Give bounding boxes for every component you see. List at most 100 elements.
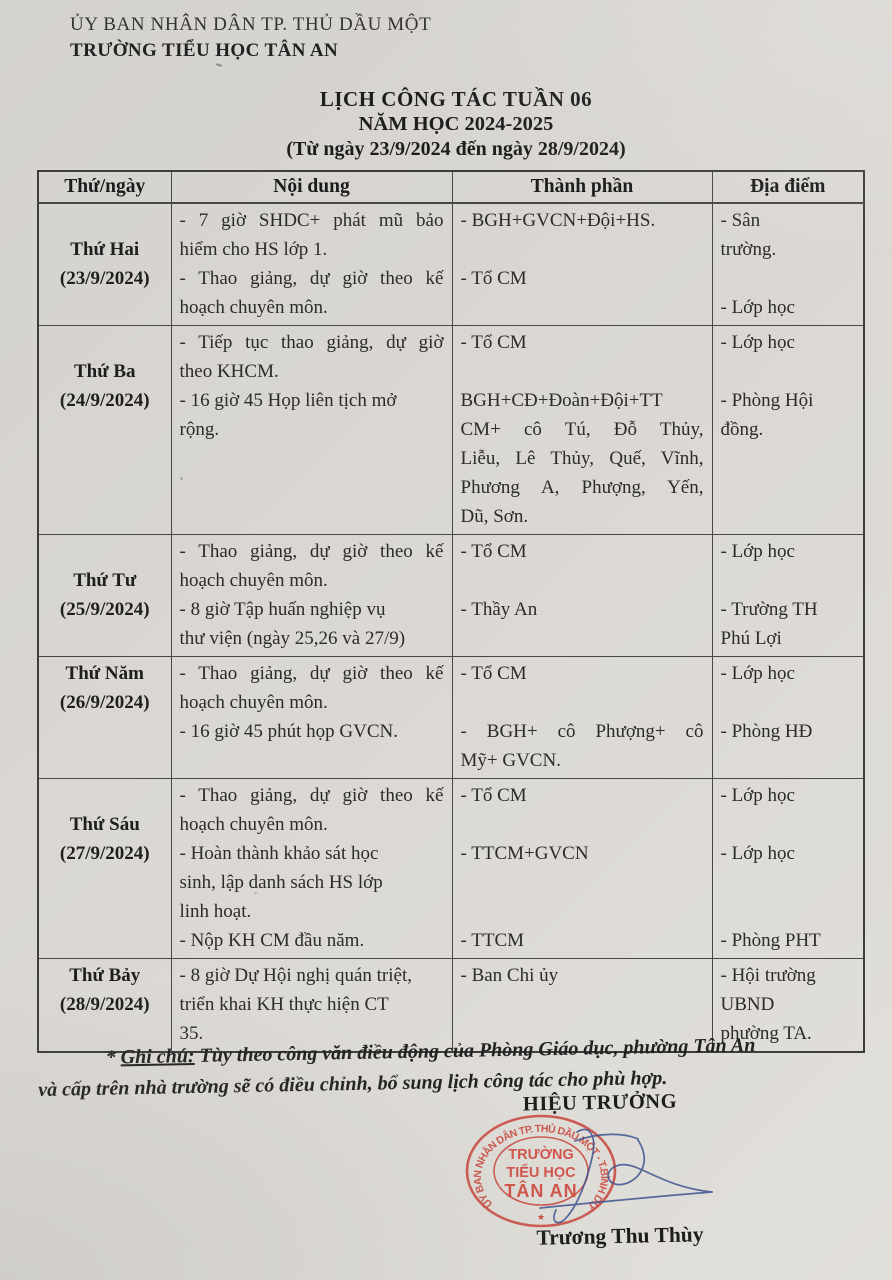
cell-line: hoạch chuyên môn.: [179, 814, 328, 835]
day-cell: Thứ Ba (24/9/2024): [37, 325, 172, 535]
content-cell: - Thao giảng, dự giờ theo kế hoạch chuyên…: [170, 534, 453, 657]
cell-line: [721, 473, 856, 502]
table-row: Thứ Hai (23/9/2024) - 7 giờ SHDC+ phát mũ…: [37, 202, 865, 326]
day-cell: Thứ Hai (23/9/2024): [37, 202, 172, 326]
stamp-center-line2: TIỂU HỌC: [506, 1163, 576, 1181]
participants-cell: - Tổ CM - Thầy An: [451, 534, 713, 657]
cell-line: - Nộp KH CM đầu năm.: [179, 930, 365, 951]
cell-line: Thứ Bảy: [69, 965, 141, 986]
participants-cell: - BGH+GVCN+Đội+HS. - Tổ CM: [451, 202, 713, 326]
schedule-table-body: Thứ Hai (23/9/2024) - 7 giờ SHDC+ phát mũ…: [37, 202, 865, 1053]
cell-line: - BGH+ cô Phượng+ cô: [460, 721, 704, 742]
cell-line: Thứ Sáu: [69, 814, 140, 835]
cell-line: Thứ Năm: [65, 663, 144, 684]
content-cell: - 7 giờ SHDC+ phát mũ bảo hiểm cho HS lớp…: [170, 202, 453, 326]
footnote-star: *: [105, 1046, 116, 1069]
stamp-star-icon: ★: [537, 1212, 545, 1222]
content-cell: - 8 giờ Dự Hội nghị quán triệt, triển kha…: [170, 958, 453, 1053]
table-row: Thứ Ba (24/9/2024) - Tiếp tục thao giảng,…: [37, 325, 865, 535]
cell-line: - Thao giảng, dự giờ theo kế: [179, 541, 444, 562]
cell-line: (24/9/2024): [59, 390, 150, 411]
cell-line: - Tiếp tục thao giảng, dự giờ: [179, 332, 444, 353]
cell-line: - Tổ CM: [460, 268, 527, 289]
cell-line: - Sân: [720, 210, 761, 231]
col-header-location: Địa điểm: [711, 170, 865, 204]
stamp-center-line1: TRƯỜNG: [508, 1145, 573, 1163]
cell-line: [721, 357, 856, 386]
schedule-table: Thứ/ngày Nội dung Thành phần Địa điểm Th…: [37, 170, 865, 1053]
cell-line: [180, 473, 444, 502]
cell-line: [721, 688, 856, 717]
cell-line: trường.: [720, 239, 777, 260]
cell-line: Liễu, Lê Thủy, Quế, Vĩnh,: [460, 448, 704, 469]
handwritten-signature: [539, 1128, 713, 1224]
cell-line: [180, 502, 444, 531]
official-red-stamp: ỦY BAN NHÂN DÂN TP. THỦ DẦU MỘT - T.BÌNH…: [453, 1103, 617, 1228]
cell-line: - TTCM+GVCN: [460, 843, 589, 864]
cell-line: - TTCM: [460, 930, 525, 951]
issuing-authority: ỦY BAN NHÂN DÂN TP. THỦ DẦU MỘT: [70, 14, 432, 35]
cell-line: phường TA.: [720, 1023, 812, 1044]
cell-line: - Hoàn thành khảo sát học: [179, 843, 379, 864]
cell-line: - Thao giảng, dự giờ theo kế: [179, 785, 444, 806]
cell-line: hoạch chuyên môn.: [179, 692, 328, 713]
cell-line: Dũ, Sơn.: [460, 506, 529, 527]
cell-line: Phú Lợi: [720, 628, 782, 649]
cell-line: Thứ Ba: [73, 361, 136, 382]
cell-line: [47, 717, 163, 746]
cell-line: - Phòng Hội: [720, 390, 814, 411]
location-cell: - Lớp học - Phòng HĐ: [711, 656, 865, 779]
col-header-content: Nội dung: [170, 170, 453, 204]
cell-line: Phương A, Phượng, Yến,: [460, 477, 704, 498]
cell-line: [47, 781, 163, 810]
col-header-participants: Thành phần: [451, 170, 713, 204]
cell-line: [461, 868, 704, 897]
cell-line: [461, 235, 704, 264]
cell-line: Thứ Hai: [70, 239, 140, 260]
cell-line: [47, 868, 163, 897]
table-row: Thứ Bảy (28/9/2024) - 8 giờ Dự Hội nghị q…: [37, 958, 865, 1053]
cell-line: (26/9/2024): [59, 692, 150, 713]
cell-line: [47, 473, 163, 502]
day-cell: Thứ Tư (25/9/2024): [37, 534, 172, 657]
cell-line: [721, 868, 856, 897]
cell-line: - 16 giờ 45 Họp liên tịch mở: [179, 390, 397, 411]
cell-line: BGH+CĐ+Đoàn+Đội+TT: [460, 390, 663, 411]
cell-line: - Hội trường: [720, 965, 816, 986]
cell-line: - 7 giờ SHDC+ phát mũ bảo: [179, 210, 444, 231]
cell-line: - Tổ CM: [460, 785, 527, 806]
cell-line: [461, 688, 704, 717]
cell-line: - Thầy An: [460, 599, 538, 620]
cell-line: UBND: [720, 994, 775, 1015]
table-row: Thứ Sáu (27/9/2024) - Thao giảng, dự giờ …: [37, 778, 865, 959]
cell-line: triển khai KH thực hiện CT: [179, 994, 389, 1015]
participants-cell: - Ban Chi ủy: [451, 958, 713, 1053]
cell-line: - Thao giảng, dự giờ theo kế: [179, 663, 444, 684]
participants-cell: - Tổ CM - BGH+ cô Phượng+ cô Mỹ+ GVCN.: [451, 656, 713, 779]
stamp-center-line3: TÂN AN: [504, 1180, 577, 1201]
content-cell: - Tiếp tục thao giảng, dự giờ theo KHCM. -…: [170, 325, 453, 535]
cell-line: - Lớp học: [720, 541, 795, 562]
cell-line: - Lớp học: [720, 297, 795, 318]
cell-line: [47, 926, 163, 955]
participants-cell: - Tổ CM BGH+CĐ+Đoàn+Đội+TT CM+ cô Tú, Đỗ …: [451, 325, 713, 535]
table-row: Thứ Năm (26/9/2024) - Thao giảng, dự giờ …: [37, 656, 865, 779]
cell-line: [721, 264, 856, 293]
cell-line: - 8 giờ Dự Hội nghị quán triệt,: [179, 965, 412, 986]
cell-line: - Tổ CM: [460, 663, 527, 684]
cell-line: hoạch chuyên môn.: [179, 570, 328, 591]
location-cell: - Hội trường UBND phường TA.: [711, 958, 865, 1053]
cell-line: [47, 444, 163, 473]
cell-line: - Phòng HĐ: [720, 721, 813, 742]
location-cell: - Lớp học - Trường TH Phú Lợi: [711, 534, 865, 657]
location-cell: - Sân trường. - Lớp học: [711, 202, 865, 326]
document-title-block: LỊCH CÔNG TÁC TUẦN 06 NĂM HỌC 2024-2025 …: [0, 86, 892, 162]
cell-line: [180, 746, 444, 775]
cell-line: - Tổ CM: [460, 332, 527, 353]
cell-line: [47, 746, 163, 775]
cell-line: (23/9/2024): [59, 268, 150, 289]
cell-line: - Lớp học: [720, 785, 795, 806]
cell-line: Thứ Tư: [73, 570, 137, 591]
cell-line: hiểm cho HS lớp 1.: [179, 239, 328, 260]
school-year: NĂM HỌC 2024-2025: [358, 113, 554, 135]
